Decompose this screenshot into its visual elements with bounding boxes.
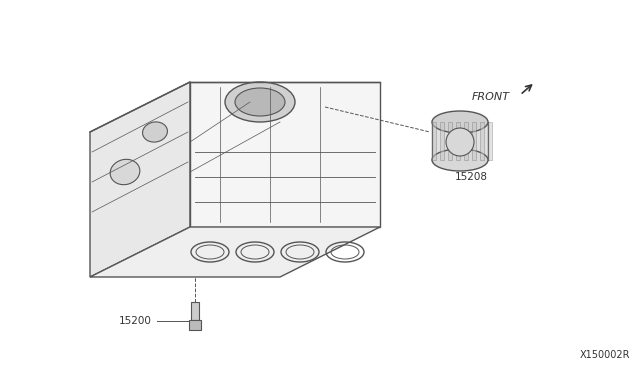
Polygon shape: [191, 302, 199, 320]
Polygon shape: [488, 122, 492, 160]
Ellipse shape: [110, 159, 140, 185]
Polygon shape: [190, 82, 380, 227]
Ellipse shape: [432, 149, 488, 171]
Polygon shape: [189, 320, 201, 330]
Ellipse shape: [432, 111, 488, 133]
Polygon shape: [432, 122, 436, 160]
Ellipse shape: [143, 122, 168, 142]
Ellipse shape: [235, 88, 285, 116]
Circle shape: [446, 128, 474, 156]
Polygon shape: [448, 122, 452, 160]
Text: FRONT: FRONT: [472, 92, 510, 102]
Polygon shape: [456, 122, 460, 160]
Polygon shape: [472, 122, 476, 160]
Polygon shape: [480, 122, 484, 160]
Polygon shape: [90, 227, 380, 277]
Polygon shape: [440, 122, 444, 160]
Text: 15200: 15200: [119, 316, 152, 326]
Polygon shape: [432, 122, 488, 160]
Polygon shape: [464, 122, 468, 160]
Text: X150002R: X150002R: [579, 350, 630, 360]
Polygon shape: [90, 82, 190, 277]
Ellipse shape: [225, 82, 295, 122]
Text: 15208: 15208: [455, 172, 488, 182]
